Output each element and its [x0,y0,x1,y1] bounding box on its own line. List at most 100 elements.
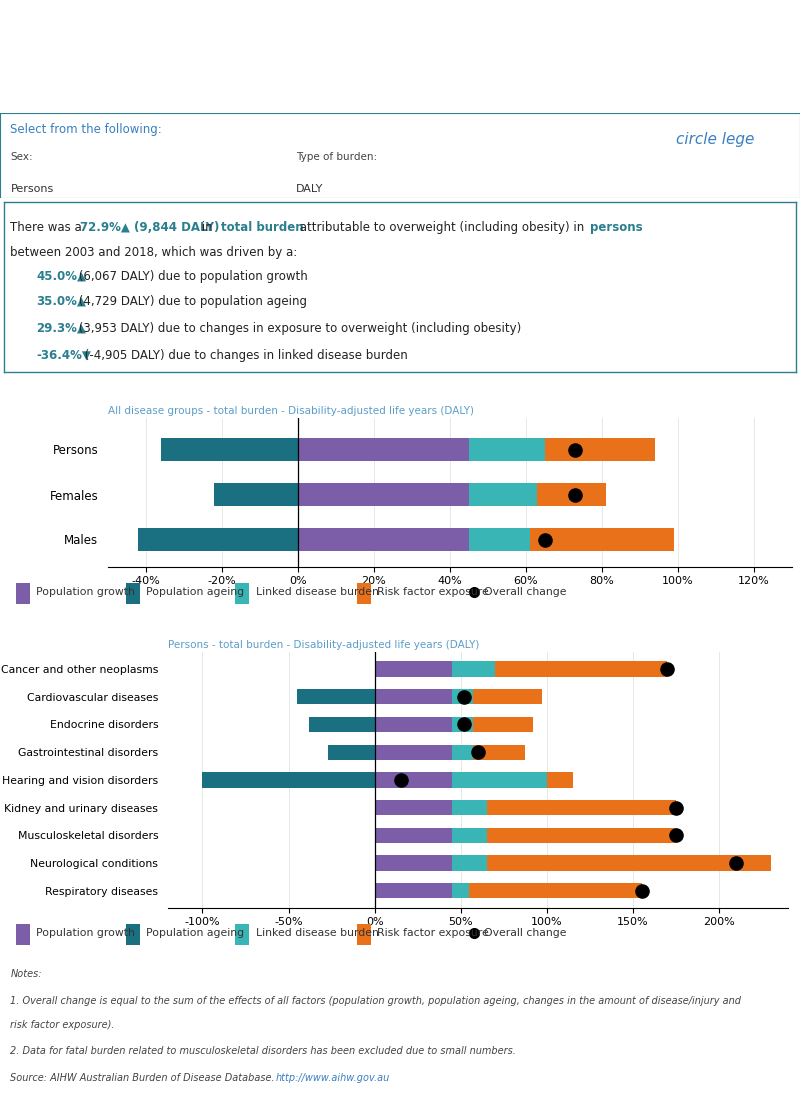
Text: attributable to overweight (including obesity) in: attributable to overweight (including ob… [296,221,588,234]
Bar [202,772,374,788]
Text: Overall change: Overall change [484,586,566,597]
Text: Per cent change by sex among Indigenous Australians: Per cent change by sex among Indigenous … [10,386,417,399]
Bar [452,661,495,676]
Text: Notes:: Notes: [10,969,42,979]
Text: DALY: DALY [296,185,323,195]
Text: Overall change: Overall change [484,927,566,938]
Text: Population ageing: Population ageing [146,927,244,938]
Bar [473,689,542,704]
Bar [297,689,374,704]
Point [569,441,582,459]
Text: 2. Data for fatal burden related to musculoskeletal disorders has been excluded : 2. Data for fatal burden related to musc… [10,1046,516,1056]
Text: risk factor exposure).: risk factor exposure). [10,1020,115,1030]
Text: Risk factor exposure: Risk factor exposure [378,927,489,938]
Text: (3,953 DALY) due to changes in exposure to overweight (including obesity): (3,953 DALY) due to changes in exposure … [75,322,522,334]
Point [458,716,470,734]
Bar [469,528,530,551]
Point [538,530,551,548]
Bar [16,924,30,945]
Bar [298,438,469,461]
Bar [469,483,538,506]
Text: There was a: There was a [10,221,86,234]
Bar [126,583,140,604]
Text: Risk factor exposure: Risk factor exposure [378,586,489,597]
Point [730,855,742,872]
Text: total burden: total burden [221,221,304,234]
Text: -36.4%▼: -36.4%▼ [36,349,91,362]
Bar [452,827,486,843]
Bar [530,528,674,551]
Bar [374,689,452,704]
Bar [452,883,470,899]
Bar [298,528,469,551]
Bar [328,745,374,760]
Text: Population growth: Population growth [36,927,135,938]
Text: Population ageing: Population ageing [146,586,244,597]
Bar [545,438,655,461]
Text: Sex:: Sex: [10,152,33,163]
Text: Drivers of change in overweight (including obesity) attributable: Drivers of change in overweight (includi… [10,32,639,50]
Bar [486,827,676,843]
Point [661,660,674,678]
Text: (6,067 DALY) due to population growth: (6,067 DALY) due to population growth [75,270,308,283]
Bar [161,438,298,461]
Bar [374,883,452,899]
Text: http://www.aihw.gov.au: http://www.aihw.gov.au [276,1074,390,1084]
Bar [452,717,473,733]
Text: (4,729 DALY) due to population ageing: (4,729 DALY) due to population ageing [75,295,307,308]
Bar [374,661,452,676]
Bar [452,772,547,788]
Text: Select from the following:: Select from the following: [10,123,162,136]
Bar [357,583,371,604]
Bar [469,438,545,461]
Bar [298,483,469,506]
Text: Linked disease burden: Linked disease burden [256,927,378,938]
Bar [470,883,642,899]
Text: 45.0%▲: 45.0%▲ [36,270,86,283]
Text: 1. Overall change is equal to the sum of the effects of all factors (population : 1. Overall change is equal to the sum of… [10,996,742,1005]
Bar [16,583,30,604]
Text: 35.0%▲: 35.0%▲ [36,295,86,308]
Point [394,771,407,789]
Bar [374,717,452,733]
Bar [374,745,452,760]
Bar [138,528,298,551]
Text: between 2003 and 2018, which was driven by a:: between 2003 and 2018, which was driven … [10,246,298,260]
Bar [495,661,667,676]
Text: Persons - total burden - Disability-adjusted life years (DALY): Persons - total burden - Disability-adju… [168,640,479,650]
Bar [452,800,486,815]
Bar [374,827,452,843]
Bar [374,800,452,815]
Point [569,486,582,504]
Text: Type of burden:: Type of burden: [296,152,377,163]
Bar [452,689,473,704]
Point [472,744,485,761]
Bar [538,483,606,506]
Bar [452,745,473,760]
Text: Linked disease burden: Linked disease burden [256,586,378,597]
Bar [126,924,140,945]
Text: Population growth: Population growth [36,586,135,597]
Bar [357,924,371,945]
Point [458,688,470,705]
Text: All disease groups - total burden - Disability-adjusted life years (DALY): All disease groups - total burden - Disa… [108,406,474,416]
Bar [310,717,374,733]
Text: circle lege: circle lege [676,132,754,147]
Bar [486,856,770,871]
Point [635,882,648,900]
Text: 29.3%▲: 29.3%▲ [36,322,86,334]
Text: persons: persons [590,221,642,234]
Text: 72.9%▲ (9,844 DALY): 72.9%▲ (9,844 DALY) [79,221,219,234]
Text: Persons: Persons [10,185,54,195]
Bar [486,800,676,815]
Point [670,826,682,844]
Text: Per cent change by disease group among Indigenous Australians: Per cent change by disease group among I… [10,624,498,637]
Bar [214,483,298,506]
Bar [547,772,573,788]
Text: in: in [198,221,217,234]
Text: burden among Indigenous Australians: burden among Indigenous Australians [10,69,385,88]
Text: Source: AIHW Australian Burden of Disease Database.: Source: AIHW Australian Burden of Diseas… [10,1074,278,1084]
Bar [374,856,452,871]
Point [670,799,682,816]
Bar [452,856,486,871]
